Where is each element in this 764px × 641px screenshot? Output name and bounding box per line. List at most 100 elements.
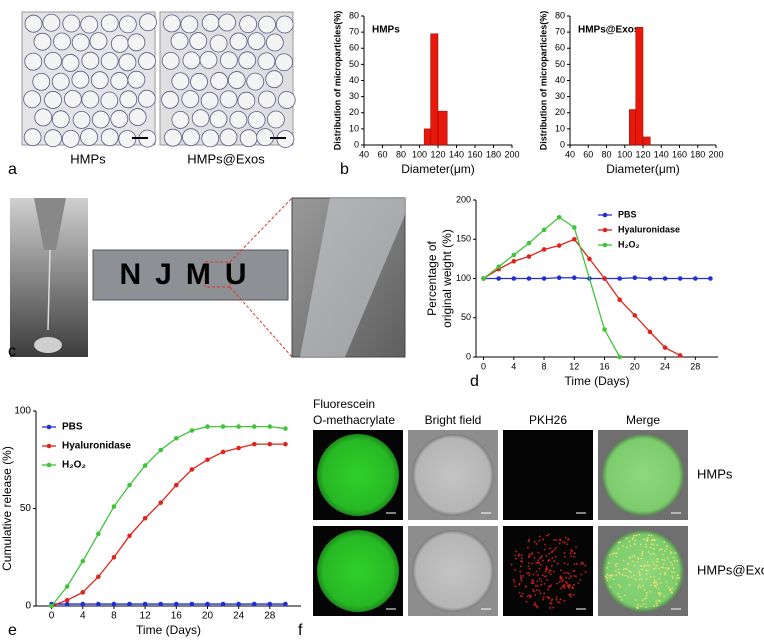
exosome-dot	[652, 568, 655, 571]
microparticle	[42, 13, 61, 32]
exosome-dot	[606, 573, 609, 576]
exosome-dot	[520, 576, 523, 579]
exosome-dot	[563, 599, 566, 602]
microparticle	[137, 89, 156, 108]
x-tick-label: 12	[140, 611, 152, 622]
exosome-dot	[572, 587, 574, 590]
data-point	[236, 445, 241, 451]
column-label: Fluorescein	[313, 397, 375, 411]
exosome-dot	[649, 546, 652, 549]
exosome-dot	[617, 592, 620, 595]
data-point	[127, 482, 132, 488]
microparticle	[239, 129, 258, 148]
exosome-dot	[657, 587, 660, 590]
exosome-dot	[568, 593, 571, 596]
microparticle	[219, 90, 238, 109]
y-axis-label: Cumulative release (%)	[0, 446, 14, 571]
exosome-dot	[617, 541, 620, 544]
exosome-dot	[642, 603, 645, 605]
panel-letter: c	[8, 343, 16, 360]
legend-label: PBS	[62, 422, 83, 433]
microparticle	[33, 32, 52, 51]
exosome-dot	[528, 538, 531, 541]
exosome-dot	[528, 571, 530, 574]
exosome-dot	[634, 539, 637, 542]
exosome-dot	[609, 554, 611, 556]
exosome-dot	[565, 571, 568, 574]
exosome-dot	[528, 594, 531, 597]
x-axis-label: Diameter(μm)	[606, 162, 680, 176]
exosome-dot	[568, 577, 571, 579]
microparticle	[190, 72, 208, 91]
x-tick-label: 140	[654, 149, 669, 159]
exosome-dot	[632, 536, 635, 539]
exosome-dot	[549, 547, 551, 550]
exosome-dot	[631, 560, 634, 563]
exosome-dot	[548, 552, 551, 555]
exosome-dot	[621, 545, 624, 548]
exosome-dot	[570, 555, 573, 558]
exosome-dot	[547, 585, 550, 588]
exosome-dot	[619, 573, 621, 575]
microparticle	[44, 91, 62, 109]
exosome-dot	[519, 570, 522, 573]
exosome-dot	[526, 595, 529, 598]
exosome-dot	[537, 551, 540, 554]
exosome-dot	[636, 561, 639, 564]
exosome-dot	[604, 575, 607, 578]
exosome-dot	[518, 591, 521, 594]
exosome-dot	[520, 579, 523, 582]
microparticle	[127, 70, 146, 89]
exosome-dot	[636, 607, 639, 610]
y-tick-label: 100	[456, 273, 471, 283]
y-tick-label: 70	[555, 27, 565, 37]
microparticle	[100, 14, 119, 33]
exosome-dot	[559, 569, 562, 572]
data-point	[205, 424, 210, 429]
exosome-dot	[539, 557, 541, 560]
exosome-dot	[621, 573, 624, 576]
exosome-dot	[657, 592, 660, 595]
y-tick-label: 40	[555, 75, 565, 85]
data-point	[283, 441, 288, 447]
exosome-dot	[678, 577, 681, 579]
exosome-dot	[615, 552, 618, 554]
exosome-dot	[637, 558, 640, 560]
exosome-dot	[550, 599, 553, 602]
exosome-dot	[549, 602, 551, 605]
legend-label: Hyaluronidase	[618, 224, 680, 234]
microparticle	[247, 32, 266, 51]
exosome-dot	[536, 574, 539, 576]
exosome-dot	[665, 580, 668, 583]
exosome-dot	[532, 582, 535, 585]
exosome-dot	[667, 586, 670, 588]
data-point	[267, 424, 273, 429]
exosome-dot	[667, 567, 670, 570]
x-tick-label: 80	[601, 149, 611, 159]
exosome-dot	[647, 551, 650, 553]
microparticle	[219, 128, 238, 147]
microparticle	[80, 15, 99, 34]
exosome-dot	[551, 598, 554, 601]
exosome-dot	[641, 552, 644, 555]
data-point	[481, 276, 486, 281]
exosome-dot	[543, 582, 546, 585]
exosome-dot	[644, 543, 647, 546]
exosome-dot	[567, 585, 570, 588]
exosome-dot	[653, 547, 655, 550]
exosome-dot	[537, 559, 540, 562]
exosome-dot	[510, 563, 513, 566]
legend-marker	[602, 242, 608, 248]
x-tick-label: 20	[630, 361, 640, 371]
data-point	[220, 601, 226, 607]
exosome-dot	[615, 565, 618, 568]
x-tick-label: 28	[264, 611, 276, 622]
exosome-dot	[650, 543, 653, 546]
exosome-dot	[551, 550, 554, 553]
microparticle	[23, 90, 42, 109]
row-label: HMPs@Exos	[697, 562, 764, 577]
exosome-dot	[546, 534, 549, 537]
data-point	[96, 531, 101, 537]
y-axis-label: original weight (%)	[440, 229, 454, 328]
exosome-dot	[573, 574, 576, 577]
